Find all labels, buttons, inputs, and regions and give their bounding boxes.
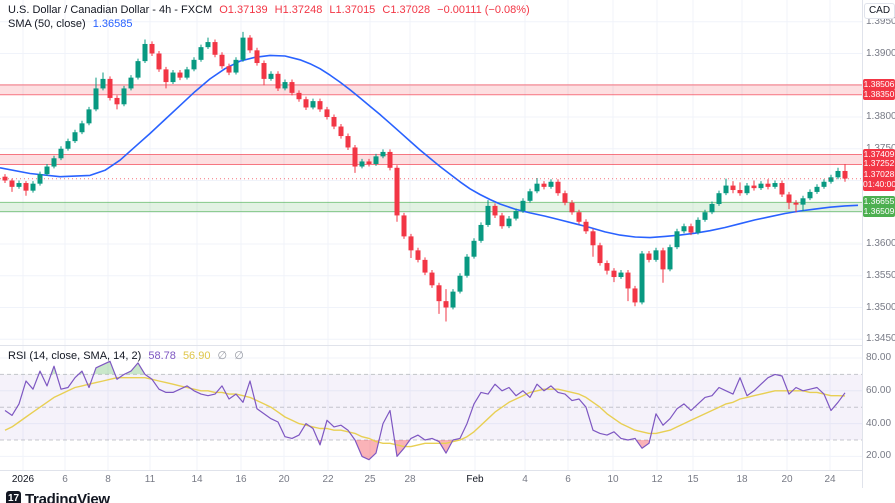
time-axis-label: 25 [364, 474, 376, 485]
rsi-value: 58.78 [148, 350, 176, 362]
time-axis-label: 11 [144, 474, 156, 485]
rsi-ma-value: 56.90 [182, 350, 211, 362]
ohlc-open: O1.37139 [219, 4, 268, 16]
price-axis-label: 1.39500 [866, 15, 895, 27]
time-axis-label: 4 [522, 474, 528, 485]
rsi-axis-label: 80.00 [866, 352, 892, 363]
price-axis-label: 1.37500 [866, 143, 895, 154]
price-axis-label: 1.35000 [866, 301, 895, 313]
price-axis-label: 1.35500 [866, 269, 895, 281]
rsi-legend[interactable]: RSI (14, close, SMA, 14, 2) 58.78 56.90 … [8, 349, 248, 362]
symbol-title[interactable]: U.S. Dollar / Canadian Dollar - 4h - FXC… [8, 4, 213, 16]
price-axis[interactable]: CAD 1.39500 1.39000 1.38000 1.37500 1.36000 1… [863, 0, 895, 488]
tradingview-logo-text: TradingView [25, 491, 110, 503]
support-level-tag: 1.36509 [863, 205, 895, 218]
resistance-level-tag: 1.38350 [863, 88, 895, 101]
tradingview-logo-icon: 17 [6, 491, 21, 503]
rsi-label[interactable]: RSI (14, close, SMA, 14, 2) [8, 350, 142, 362]
time-axis-label: 22 [322, 474, 334, 485]
resistance-level-tag: 1.38506 [863, 78, 895, 91]
price-axis-label: 1.38000 [866, 111, 895, 122]
time-axis-label: 24 [824, 474, 836, 485]
support-level-tag: 1.36655 [863, 196, 895, 208]
time-axis-label: 6 [565, 474, 571, 485]
symbol-legend[interactable]: U.S. Dollar / Canadian Dollar - 4h - FXC… [8, 4, 534, 16]
sma-value: 1.36585 [92, 18, 133, 30]
time-axis-label: 10 [607, 474, 619, 485]
rsi-lower-band-value: ∅ [234, 350, 244, 362]
sma-legend[interactable]: SMA (50, close) 1.36585 [8, 18, 136, 30]
time-axis-label: 8 [105, 474, 111, 485]
price-axis-label: 1.34500 [866, 333, 895, 345]
time-axis-label: 6 [62, 474, 68, 485]
ohlc-high: H1.37248 [274, 4, 323, 16]
time-axis-label: 2026 [11, 474, 35, 485]
time-axis[interactable]: 2026 6 8 11 14 16 20 22 25 28 Feb 4 6 10 12 15 18 20 24 [0, 471, 862, 488]
ohlc-low: L1.37015 [329, 4, 376, 16]
currency-toggle-button[interactable]: CAD [864, 3, 895, 19]
current-price-value: 1.37028 [863, 168, 895, 179]
current-price-tag: 1.37028 01:40:00 [863, 166, 895, 191]
ohlc-close: C1.37028 [382, 4, 431, 16]
price-change: −0.00111 (−0.08%) [437, 4, 530, 16]
rsi-axis-label: 60.00 [866, 384, 892, 396]
time-axis-label: 15 [687, 474, 699, 485]
rsi-axis-label: 40.00 [866, 417, 892, 429]
bar-countdown: 01:40:00 [863, 178, 895, 189]
resistance-level-tag: 1.37252 [863, 158, 895, 170]
sma-label[interactable]: SMA (50, close) [8, 18, 86, 30]
tradingview-logo[interactable]: 17 TradingView [6, 491, 110, 503]
time-axis-label: 12 [651, 474, 663, 485]
time-axis-label: 28 [404, 474, 416, 485]
rsi-upper-band-value: ∅ [217, 350, 228, 362]
time-axis-label: 20 [278, 474, 290, 485]
price-axis-label: 1.39000 [866, 47, 895, 59]
time-axis-label: 20 [781, 474, 793, 485]
price-axis-label: 1.36000 [866, 238, 895, 249]
time-axis-label: Feb [466, 474, 484, 485]
rsi-axis-label: 20.00 [866, 450, 892, 462]
time-axis-label: 14 [191, 474, 203, 485]
time-axis-label: 16 [235, 474, 247, 485]
time-axis-label: 18 [736, 474, 748, 485]
resistance-level-tag: 1.37409 [863, 148, 895, 161]
